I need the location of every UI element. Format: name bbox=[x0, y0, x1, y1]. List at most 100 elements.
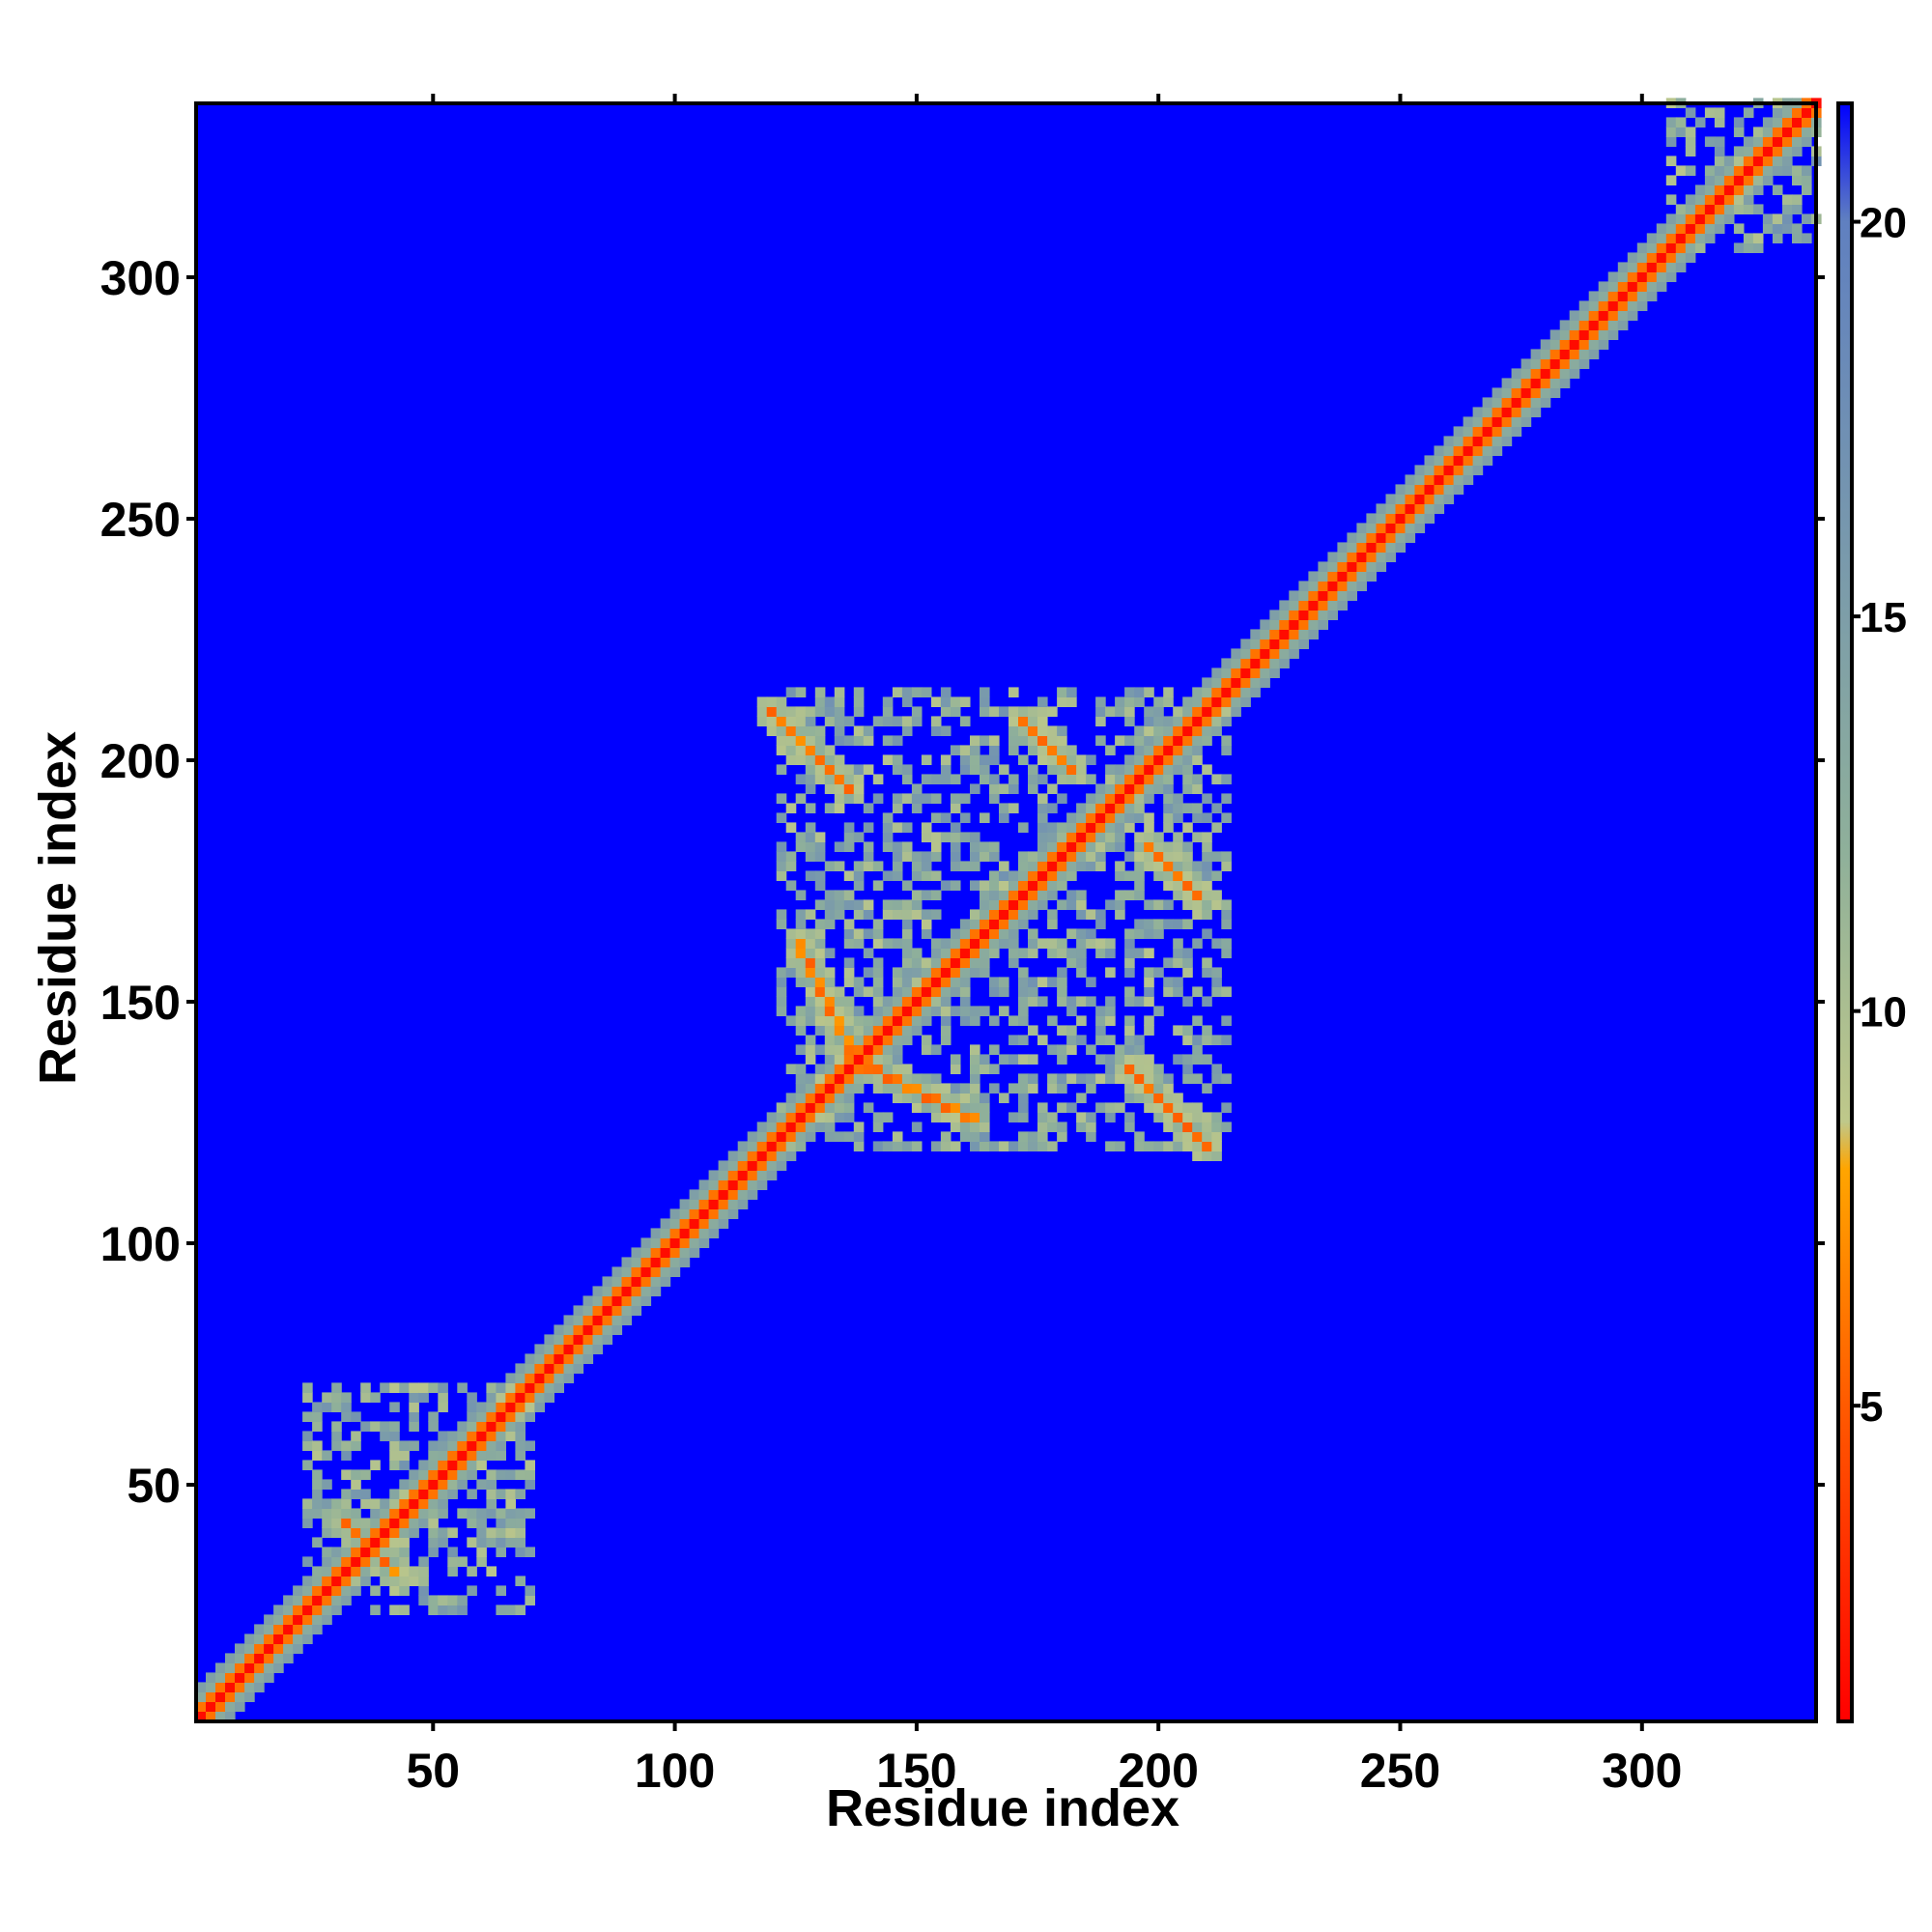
heatmap-cell bbox=[1588, 320, 1600, 330]
heatmap-cell bbox=[1134, 1073, 1145, 1084]
heatmap-cell bbox=[1057, 948, 1067, 958]
heatmap-cell bbox=[843, 996, 855, 1007]
heatmap-cell bbox=[1472, 445, 1484, 456]
heatmap-cell bbox=[1066, 996, 1077, 1007]
heatmap-cell bbox=[273, 1643, 284, 1654]
heatmap-cell bbox=[930, 1112, 942, 1122]
heatmap-cell bbox=[989, 948, 1000, 958]
heatmap-cell bbox=[1627, 252, 1638, 263]
heatmap-cell bbox=[921, 832, 932, 842]
heatmap-cell bbox=[930, 996, 942, 1007]
heatmap-cell bbox=[1704, 213, 1716, 224]
heatmap-cell bbox=[930, 1073, 942, 1084]
heatmap-cell bbox=[1424, 484, 1435, 495]
heatmap-cell bbox=[1356, 532, 1367, 543]
heatmap-cell bbox=[1231, 677, 1241, 688]
heatmap-cell bbox=[970, 735, 980, 746]
heatmap-cell bbox=[505, 1508, 516, 1519]
heatmap-cell bbox=[1076, 803, 1087, 813]
heatmap-cell bbox=[756, 696, 768, 707]
heatmap-cell bbox=[1163, 899, 1174, 910]
heatmap-cell bbox=[776, 764, 787, 775]
heatmap-cell bbox=[1782, 146, 1793, 156]
heatmap-cell bbox=[438, 1479, 448, 1490]
heatmap-cell bbox=[1115, 764, 1125, 775]
heatmap-cell bbox=[1578, 329, 1590, 340]
heatmap-cell bbox=[341, 1469, 352, 1480]
heatmap-cell bbox=[834, 1102, 845, 1113]
heatmap-cell bbox=[911, 687, 923, 697]
heatmap-cell bbox=[1685, 242, 1696, 253]
heatmap-cell bbox=[1656, 233, 1667, 243]
heatmap-cell bbox=[447, 1450, 458, 1461]
heatmap-cell bbox=[1221, 986, 1232, 997]
heatmap-cell bbox=[814, 948, 826, 958]
heatmap-cell bbox=[1192, 745, 1203, 755]
heatmap-cell bbox=[940, 687, 952, 697]
heatmap-cell bbox=[418, 1479, 429, 1490]
heatmap-cell bbox=[708, 1199, 720, 1209]
heatmap-cell bbox=[1095, 812, 1106, 823]
heatmap-cell bbox=[737, 1160, 749, 1171]
heatmap-cell bbox=[1743, 204, 1754, 214]
heatmap-cell bbox=[360, 1518, 371, 1528]
heatmap-cell bbox=[718, 1208, 729, 1219]
heatmap-cell bbox=[312, 1402, 323, 1412]
heatmap-cell bbox=[959, 793, 971, 804]
heatmap-cell bbox=[1066, 687, 1077, 697]
heatmap-cell bbox=[351, 1469, 361, 1480]
heatmap-cell bbox=[1076, 851, 1087, 862]
colorbar-tick-label: 15 bbox=[1860, 594, 1907, 641]
heatmap-cell bbox=[1173, 716, 1183, 726]
heatmap-cell bbox=[534, 1382, 545, 1393]
heatmap-cell bbox=[525, 1585, 535, 1596]
heatmap-cell bbox=[1047, 861, 1058, 871]
heatmap-cell bbox=[418, 1382, 429, 1393]
heatmap-cell bbox=[1385, 494, 1397, 504]
heatmap-cell bbox=[1028, 909, 1038, 920]
heatmap-cell bbox=[814, 832, 826, 842]
heatmap-cell bbox=[1173, 754, 1183, 765]
heatmap-cell bbox=[911, 793, 923, 804]
heatmap-cell bbox=[999, 783, 1009, 794]
heatmap-cell bbox=[1144, 1073, 1154, 1084]
heatmap-cell bbox=[1511, 426, 1522, 437]
heatmap-cell bbox=[1453, 426, 1464, 437]
heatmap-cell bbox=[1153, 1102, 1164, 1113]
heatmap-cell bbox=[1762, 146, 1774, 156]
heatmap-cell bbox=[1308, 590, 1319, 601]
heatmap-cell bbox=[901, 1006, 913, 1016]
heatmap-cell bbox=[901, 1025, 913, 1036]
heatmap-cell bbox=[1009, 1112, 1019, 1122]
heatmap-cell bbox=[1743, 185, 1754, 195]
heatmap-cell bbox=[1173, 1112, 1183, 1122]
heatmap-cell bbox=[921, 1102, 932, 1113]
heatmap-cell bbox=[525, 1595, 535, 1605]
heatmap-cell bbox=[1173, 706, 1183, 717]
heatmap-cell bbox=[457, 1556, 468, 1567]
heatmap-cell bbox=[1173, 851, 1183, 862]
heatmap-cell bbox=[999, 764, 1009, 775]
heatmap-cell bbox=[911, 783, 923, 794]
heatmap-cell bbox=[1211, 1035, 1222, 1045]
heatmap-cell bbox=[1057, 870, 1067, 881]
heatmap-cell bbox=[1221, 687, 1232, 697]
heatmap-cell bbox=[1095, 696, 1106, 707]
heatmap-cell bbox=[225, 1701, 236, 1712]
heatmap-cell bbox=[901, 986, 913, 997]
heatmap-cell bbox=[389, 1576, 400, 1586]
heatmap-cell bbox=[515, 1411, 526, 1422]
heatmap-cell bbox=[1221, 745, 1232, 755]
heatmap-cell bbox=[843, 774, 855, 784]
heatmap-cell bbox=[1366, 561, 1377, 572]
heatmap-cell bbox=[843, 832, 855, 842]
heatmap-cell bbox=[1250, 639, 1261, 649]
heatmap-cell bbox=[1240, 677, 1251, 688]
heatmap-cell bbox=[1173, 890, 1183, 900]
heatmap-cell bbox=[1802, 127, 1812, 137]
heatmap-cell bbox=[805, 996, 816, 1007]
heatmap-cell bbox=[525, 1363, 535, 1374]
heatmap-cell bbox=[727, 1170, 739, 1180]
heatmap-cell bbox=[1057, 938, 1067, 949]
heatmap-cell bbox=[438, 1440, 448, 1451]
